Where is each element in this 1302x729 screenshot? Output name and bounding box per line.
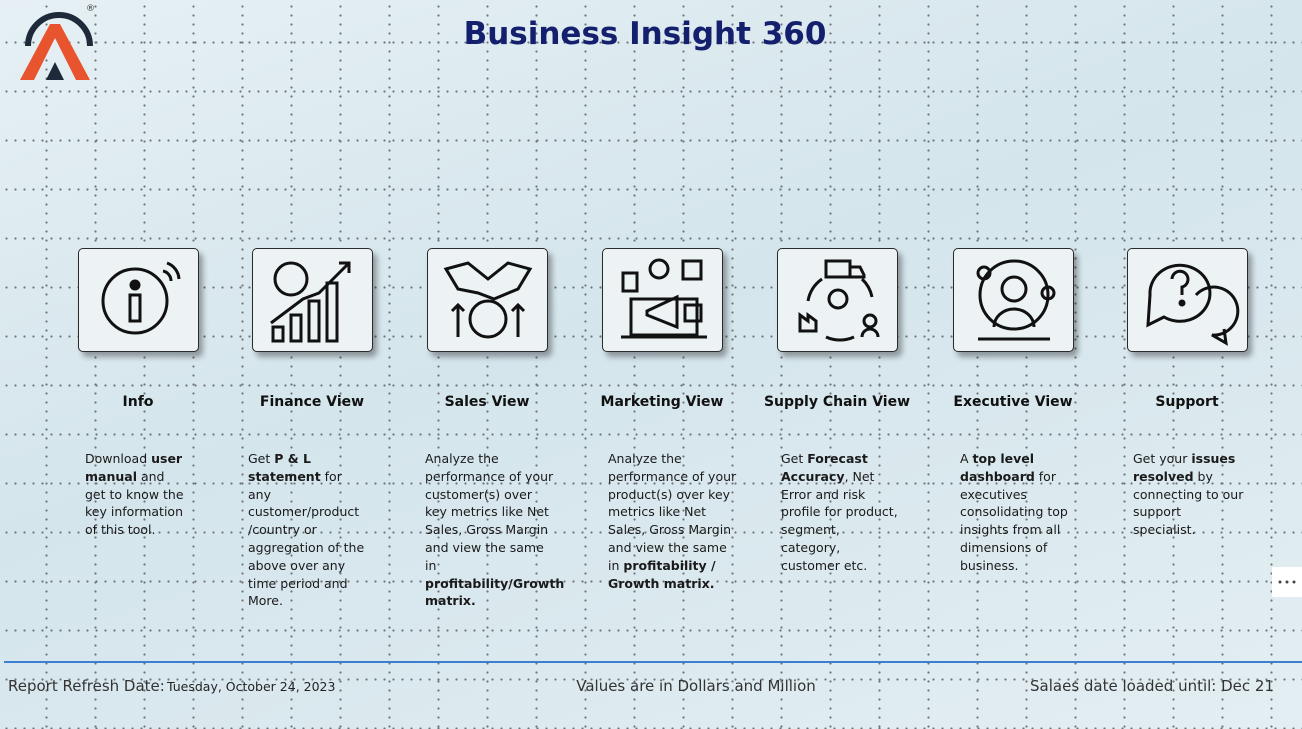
card-title: Support <box>1155 394 1219 410</box>
card-description: Get your issues resolved by connecting t… <box>1133 450 1245 539</box>
sales-icon <box>443 261 533 339</box>
card-title: Executive View <box>953 394 1073 410</box>
page-title: Business Insight 360 <box>463 16 827 52</box>
card-title: Marketing View <box>600 394 724 410</box>
sales-loaded: Salaes date loaded until: Dec 21 <box>1030 677 1274 695</box>
card-title: Finance View <box>259 394 365 410</box>
description-text: A <box>960 451 973 466</box>
supply-icon <box>798 259 880 342</box>
card-description: Analyze the performance of your customer… <box>425 450 564 610</box>
executive-icon <box>976 259 1056 341</box>
card-description: Analyze the performance of your product(… <box>608 450 742 592</box>
description-text: Get <box>248 451 275 466</box>
card-description: Get P & L statement for any customer/pro… <box>248 450 366 610</box>
supply-tile[interactable] <box>777 248 898 352</box>
card-title: Info <box>122 394 154 410</box>
description-text: profitability / Growth matrix. <box>608 557 716 591</box>
description-text: P & L statement <box>248 451 321 484</box>
footer-divider <box>4 661 1302 663</box>
card-title: Sales View <box>444 394 530 410</box>
registered-mark: ® <box>86 4 95 14</box>
description-text: Analyze the performance of your customer… <box>425 451 554 573</box>
refresh-date: Tuesday, October 24, 2023 <box>167 679 336 694</box>
refresh-label: Report Refresh Date: <box>8 677 165 695</box>
description-text: profitability/Growth matrix. <box>425 575 565 609</box>
description-text: Get <box>781 451 808 466</box>
finance-tile[interactable] <box>252 248 373 352</box>
description-text: for executives consolidating top insight… <box>960 468 1068 573</box>
description-text: and get to know the key information of t… <box>85 468 184 538</box>
description-text: for any customer/product /country or agg… <box>248 468 365 609</box>
units-note: Values are in Dollars and Million <box>576 677 816 695</box>
support-icon <box>1146 263 1240 346</box>
card-description: Download user manual and get to know the… <box>85 450 187 539</box>
info-tile[interactable] <box>78 248 199 352</box>
support-tile[interactable] <box>1127 248 1248 352</box>
description-text: top level dashboard <box>960 451 1035 484</box>
description-text: Forecast Accuracy <box>781 451 868 484</box>
card-title: Supply Chain View <box>763 394 911 410</box>
sales-tile[interactable] <box>427 248 548 352</box>
logo <box>20 12 93 80</box>
executive-tile[interactable] <box>953 248 1074 352</box>
info-icon <box>101 261 181 335</box>
card-description: Get Forecast Accuracy, Net Error and ris… <box>781 450 899 575</box>
description-text: Download <box>85 451 152 466</box>
card-description: A top level dashboard for executives con… <box>960 450 1070 575</box>
description-text: Analyze the performance of your product(… <box>608 451 737 573</box>
description-text: issues resolved <box>1133 451 1236 484</box>
marketing-tile[interactable] <box>602 248 723 352</box>
more-options[interactable] <box>1272 567 1302 597</box>
finance-icon <box>270 261 351 343</box>
description-text: Get your <box>1133 451 1192 466</box>
marketing-icon <box>621 258 707 339</box>
description-text: user manual <box>85 451 183 484</box>
description-text: by connecting to our support specialist. <box>1133 468 1244 538</box>
description-text: , Net Error and risk profile for product… <box>781 468 898 573</box>
